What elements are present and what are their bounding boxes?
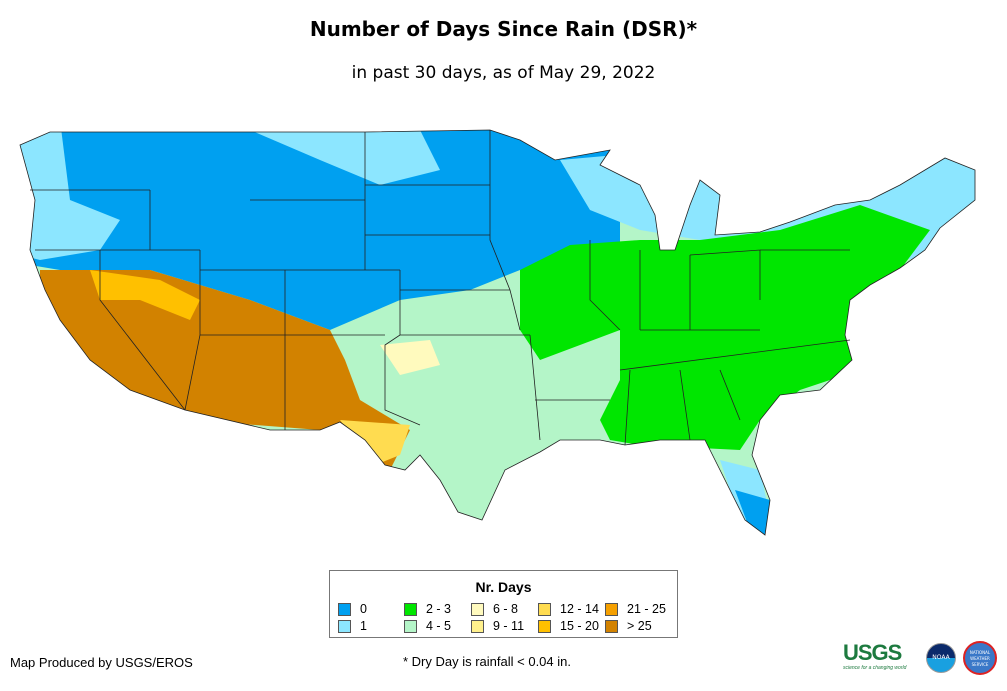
legend-item-2-3: 2 - 3 <box>404 602 451 616</box>
legend-item-15-20: 15 - 20 <box>538 619 599 633</box>
usgs-logo-text: USGS <box>843 640 902 665</box>
footnote: * Dry Day is rainfall < 0.04 in. <box>403 654 571 669</box>
legend-label: 15 - 20 <box>560 619 599 633</box>
legend-label: 12 - 14 <box>560 602 599 616</box>
legend-item-21-25: 21 - 25 <box>605 602 666 616</box>
legend-item-1: 1 <box>338 619 367 633</box>
legend-swatch <box>538 602 551 616</box>
legend-swatch <box>538 619 551 633</box>
region-1-day-north <box>250 130 440 185</box>
legend-title: Nr. Days <box>475 579 532 595</box>
legend-swatch <box>605 602 618 616</box>
legend-swatch <box>338 602 351 616</box>
legend-swatch <box>605 619 618 633</box>
usgs-logo: USGS science for a changing world <box>843 641 921 672</box>
legend-swatch <box>471 602 484 616</box>
legend-item-12-14: 12 - 14 <box>538 602 599 616</box>
usgs-tagline: science for a changing world <box>843 665 907 671</box>
legend-label: 0 <box>360 602 367 616</box>
state-boundaries <box>19 129 976 536</box>
legend-label: 21 - 25 <box>627 602 666 616</box>
legend-label: 4 - 5 <box>426 619 452 633</box>
map-title: Number of Days Since Rain (DSR)* <box>309 17 698 41</box>
legend-item-0: 0 <box>338 602 367 616</box>
region-0-days-florida <box>735 490 770 535</box>
legend-swatch <box>471 619 484 633</box>
nws-logo: NATIONAL WEATHER SERVICE <box>963 641 997 675</box>
legend-swatch <box>404 602 417 616</box>
legend-label: 1 <box>360 619 367 633</box>
region-2-3-days <box>520 205 930 450</box>
region-15-20-days <box>90 270 200 320</box>
region-0-days <box>20 130 620 330</box>
legend-label: > 25 <box>627 619 652 633</box>
region-12-14-days <box>340 420 410 465</box>
noaa-logo: NOAA <box>926 643 956 673</box>
legend-label: 2 - 3 <box>426 602 452 616</box>
map-subtitle: in past 30 days, as of May 29, 2022 <box>351 63 656 83</box>
legend-item-9-11: 9 - 11 <box>471 619 524 633</box>
region-6-8-days <box>380 340 440 375</box>
map-credit: Map Produced by USGS/EROS <box>10 655 193 670</box>
legend-label: 9 - 11 <box>493 619 525 633</box>
legend-item-4-5: 4 - 5 <box>404 619 451 633</box>
legend-item-6-8: 6 - 8 <box>471 602 518 616</box>
legend-item-over-25: > 25 <box>605 619 652 633</box>
region-over-25-days <box>40 270 410 470</box>
legend-swatch <box>338 619 351 633</box>
us-dsr-map <box>19 129 976 536</box>
legend: Nr. Days 0 1 2 - 3 4 - 5 6 - 8 9 - 11 12… <box>329 570 678 638</box>
legend-swatch <box>404 619 417 633</box>
legend-label: 6 - 8 <box>493 602 519 616</box>
